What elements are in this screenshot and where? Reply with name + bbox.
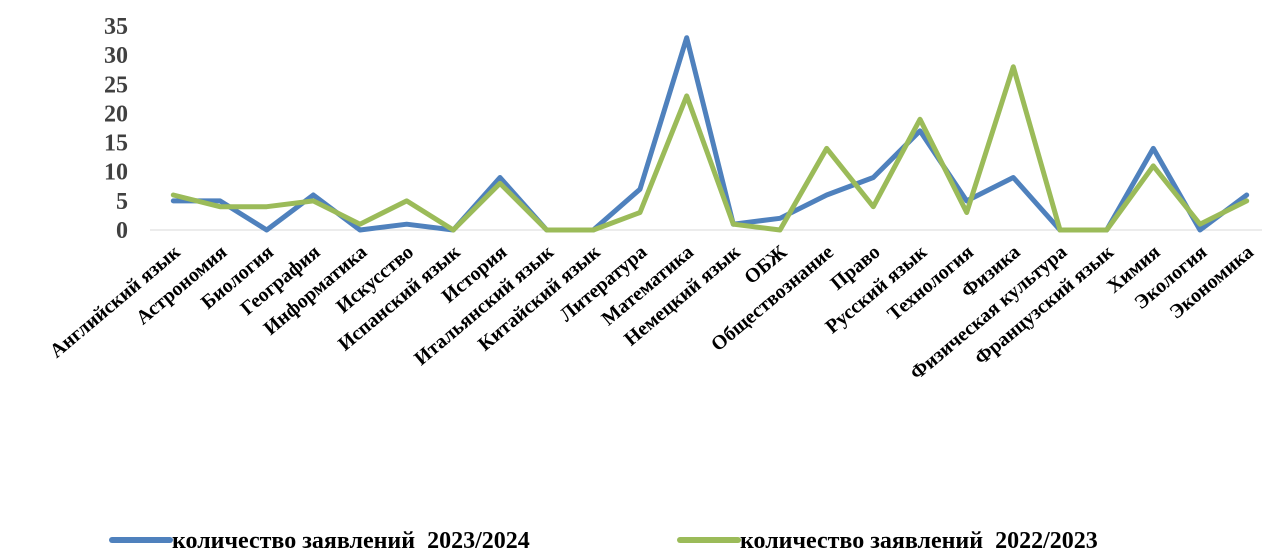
y-tick-label: 5 bbox=[116, 189, 128, 215]
y-tick-label: 10 bbox=[104, 160, 128, 186]
legend: количество заявлений 2023/2024 количество… bbox=[109, 528, 1098, 554]
y-tick-label: 20 bbox=[104, 101, 128, 127]
y-tick-label: 15 bbox=[104, 131, 128, 157]
y-tick-label: 30 bbox=[104, 43, 128, 69]
y-tick-label: 0 bbox=[116, 218, 128, 244]
y-tick-label: 25 bbox=[104, 72, 128, 98]
y-axis: 0 5 10 15 20 25 30 35 bbox=[104, 14, 128, 244]
legend-label-2: количество заявлений 2022/2023 bbox=[740, 528, 1098, 554]
series-line-1 bbox=[170, 35, 1250, 233]
x-axis: Английский языкАстрономияБиологияГеограф… bbox=[46, 241, 1258, 385]
series-layer bbox=[170, 35, 1250, 233]
legend-label-1: количество заявлений 2023/2024 bbox=[172, 528, 530, 554]
series-line-2 bbox=[170, 64, 1250, 233]
y-tick-label: 35 bbox=[104, 14, 128, 40]
